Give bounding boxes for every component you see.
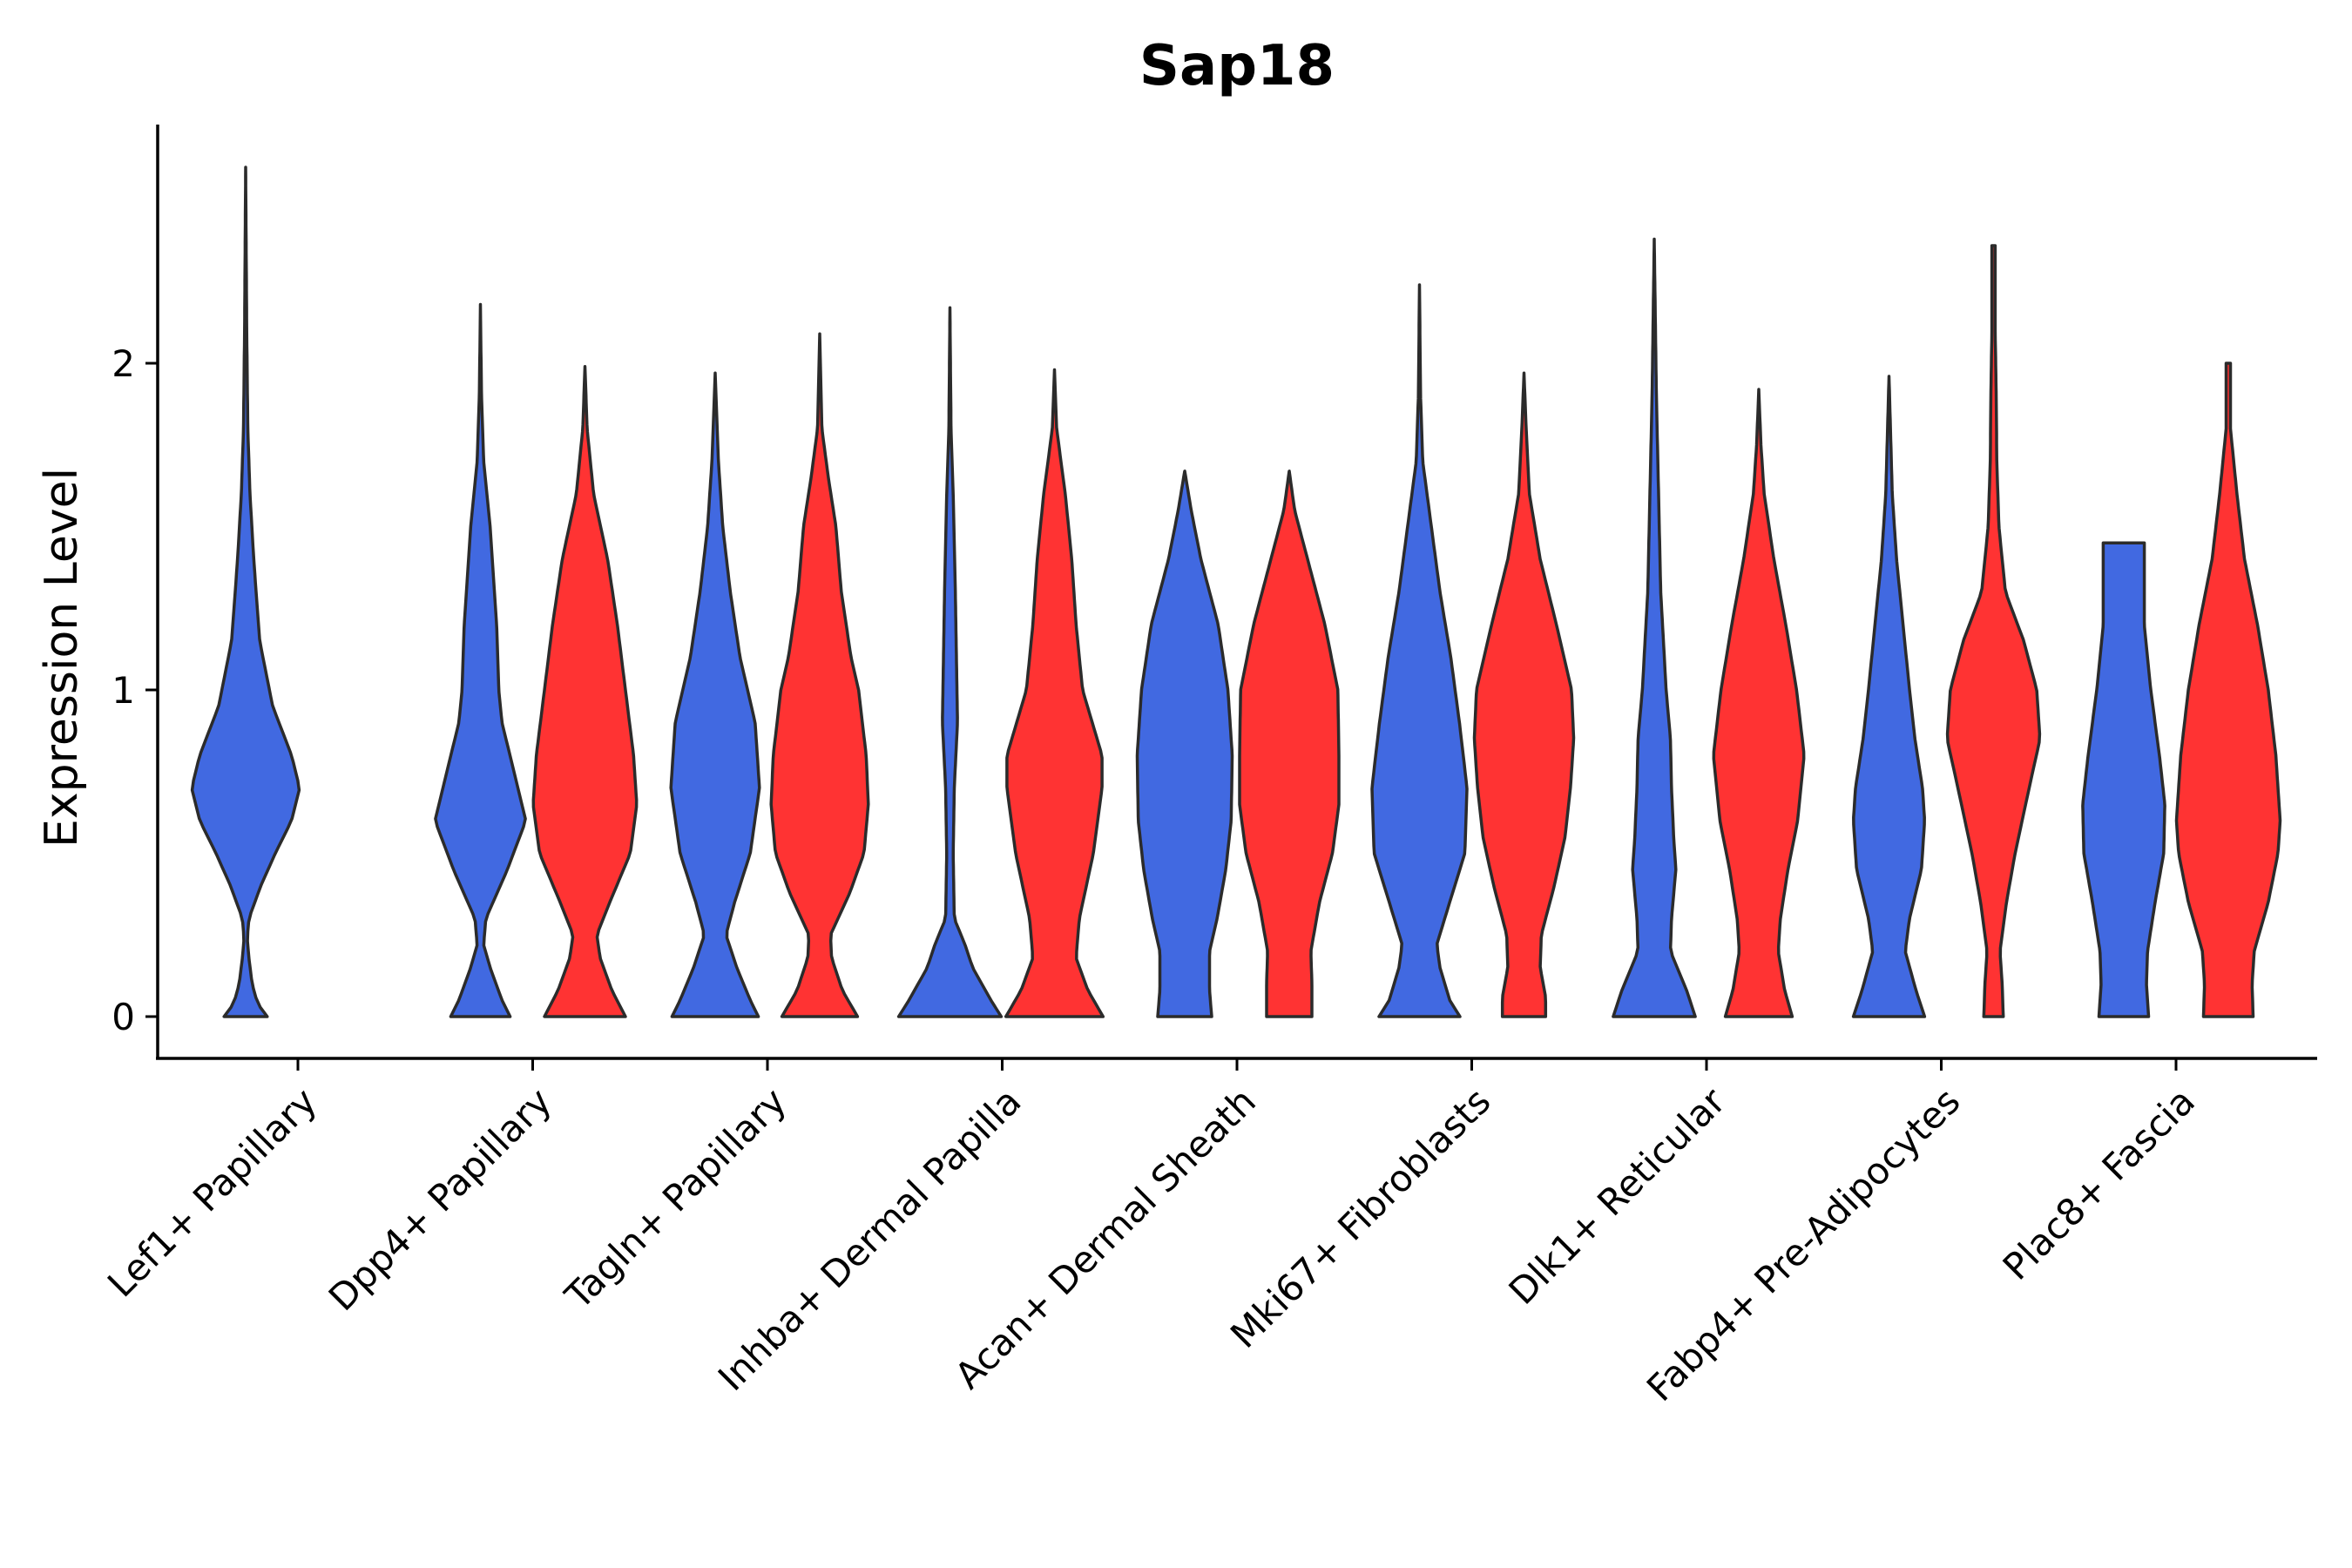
violin-dpp4-papillary-group-2 <box>531 365 639 1018</box>
x-tick-label: Lef1+ Papillary <box>99 1079 325 1305</box>
violin-tagln-papillary-group-2 <box>769 332 870 1018</box>
violin-plac8-fascia-group-2 <box>2174 362 2282 1018</box>
violin-inhba-dermal-papilla-group-1 <box>896 306 1004 1018</box>
y-tick-label: 0 <box>112 996 135 1038</box>
y-tick-label: 2 <box>112 342 135 385</box>
chart-title: Sap18 <box>1139 34 1335 98</box>
y-axis-label: Expression Level <box>36 468 88 848</box>
violin-plac8-fascia-group-1 <box>2081 541 2166 1018</box>
violin-dlk1-reticular-group-1 <box>1612 237 1697 1018</box>
violin-dpp4-papillary-group-1 <box>434 302 527 1018</box>
violin-fabp4-pre-adipocytes-group-2 <box>1945 244 2042 1018</box>
y-tick-label: 1 <box>112 669 135 712</box>
y-ticks: 0 1 2 <box>112 342 158 1038</box>
violin-lef1-papillary-group-1 <box>190 166 301 1018</box>
violin-acan-dermal-sheath-group-2 <box>1238 470 1341 1018</box>
violin-dlk1-reticular-group-2 <box>1712 388 1806 1018</box>
violin-fabp4-pre-adipocytes-group-1 <box>1851 375 1927 1018</box>
violin-acan-dermal-sheath-group-1 <box>1135 470 1234 1018</box>
x-tick-label: Plac8+ Fascia <box>1995 1079 2203 1288</box>
violins-layer <box>190 166 2282 1018</box>
x-tick-label: Dpp4+ Papillary <box>321 1079 560 1319</box>
violin-mki67-fibroblasts-group-2 <box>1472 371 1576 1018</box>
violin-mki67-fibroblasts-group-1 <box>1370 283 1469 1018</box>
x-tick-label: Mki67+ Fibroblasts <box>1222 1079 1498 1355</box>
x-tick-label: Dlk1+ Reticular <box>1501 1079 1734 1313</box>
x-tick-label: Tagln+ Papillary <box>557 1079 794 1317</box>
violin-inhba-dermal-papilla-group-2 <box>1004 368 1105 1018</box>
violin-tagln-papillary-group-1 <box>669 371 761 1018</box>
